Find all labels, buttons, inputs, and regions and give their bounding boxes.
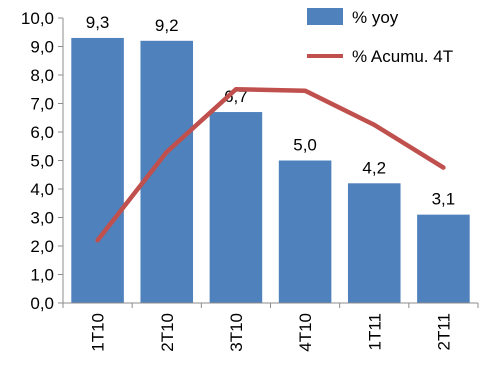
legend-label-acumu: % Acumu. 4T xyxy=(352,47,453,66)
x-tick-label: 1T11 xyxy=(365,313,384,351)
bar xyxy=(278,160,332,303)
legend-label-yoy: % yoy xyxy=(352,8,399,27)
bar xyxy=(417,214,470,303)
bar-data-label: 9,3 xyxy=(86,13,110,32)
y-tick-label: 6,0 xyxy=(30,123,54,142)
bar-series-yoy xyxy=(71,37,470,304)
x-tick-label: 2T11 xyxy=(434,313,453,351)
y-tick-label: 2,0 xyxy=(30,237,54,256)
x-tick-label: 4T10 xyxy=(296,313,315,352)
y-axis: 0,0 1,0 2,0 3,0 4,0 5,0 6,0 7,0 8,0 9,0 10,0 xyxy=(21,9,64,313)
y-tick-label: 7,0 xyxy=(30,95,54,114)
y-tick-label: 3,0 xyxy=(30,209,54,228)
legend: % yoy % Acumu. 4T xyxy=(307,8,453,66)
bar-data-label: 4,2 xyxy=(362,158,386,177)
x-tick-label: 3T10 xyxy=(227,313,246,352)
line-series-acumu xyxy=(95,87,446,243)
bar-data-label: 9,2 xyxy=(155,16,179,35)
y-tick-label: 8,0 xyxy=(30,66,54,85)
x-axis: 1T10 2T10 3T10 4T10 1T11 2T11 xyxy=(62,302,479,352)
legend-swatch-yoy xyxy=(307,8,343,25)
y-tick-label: 9,0 xyxy=(30,38,54,57)
y-tick-label: 4,0 xyxy=(30,180,54,199)
y-tick-label: 1,0 xyxy=(30,266,54,285)
y-tick-label: 0,0 xyxy=(30,294,54,313)
line-path xyxy=(95,87,446,243)
bar xyxy=(209,112,263,303)
bar-data-label: 3,1 xyxy=(432,190,456,209)
bar-data-labels: 9,3 9,26,75,04,23,1 xyxy=(86,13,455,209)
x-tick-label: 2T10 xyxy=(158,313,177,352)
y-tick-label: 5,0 xyxy=(30,152,54,171)
bar-data-label: 5,0 xyxy=(293,136,317,155)
bar xyxy=(347,183,401,303)
y-tick-label: 10,0 xyxy=(21,9,54,28)
bar xyxy=(71,37,124,303)
x-tick-label: 1T10 xyxy=(89,313,108,352)
